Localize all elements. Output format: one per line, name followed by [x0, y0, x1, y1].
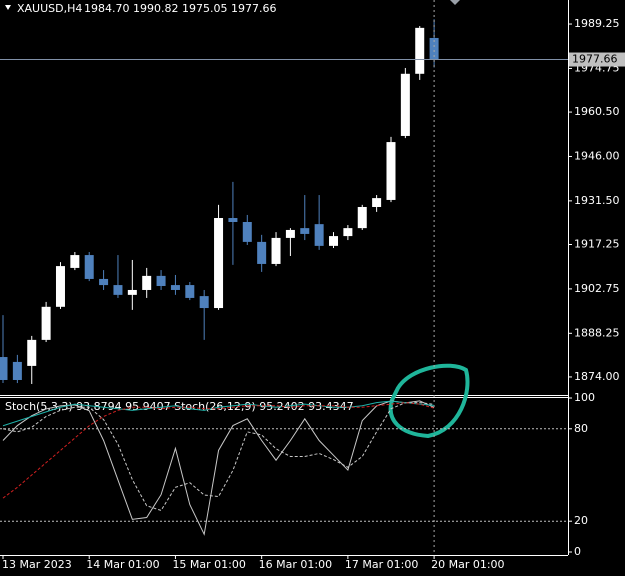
stoch-line [2, 400, 435, 536]
candle-body [271, 237, 281, 264]
candle-body [257, 241, 267, 264]
ohlc-label: 1984.70 1990.82 1975.05 1977.66 [84, 2, 276, 15]
candle-body [429, 37, 439, 60]
last-price-label: 1977.66 [572, 53, 618, 66]
freehand-annotation [388, 363, 470, 439]
x-tick-label: 13 Mar 2023 [2, 558, 72, 571]
y-tick-label: 20 [574, 514, 588, 527]
y-tick-label: 1946.00 [574, 149, 620, 162]
y-tick-label: 1888.25 [574, 326, 620, 339]
candle-body [415, 27, 425, 74]
candle-body [41, 306, 51, 340]
candle-body [300, 228, 310, 234]
candle-body [314, 224, 324, 246]
y-tick-label: 1989.25 [574, 17, 620, 30]
stoch-line [2, 400, 435, 427]
x-tick-label: 20 Mar 01:00 [431, 558, 504, 571]
candle-body [0, 357, 8, 380]
candle-body [400, 73, 410, 136]
candle-body [70, 255, 80, 268]
candle-body [127, 289, 137, 295]
x-tick-label: 15 Mar 01:00 [172, 558, 245, 571]
candle-body [84, 255, 94, 279]
y-tick-label: 1931.50 [574, 194, 620, 207]
y-tick-label: 0 [574, 545, 581, 558]
candle-body [185, 285, 195, 298]
candle-body [372, 198, 382, 207]
symbol-menu-icon[interactable] [5, 5, 11, 10]
y-tick-label: 100 [574, 391, 595, 404]
candle-body [142, 275, 152, 290]
candle-body [242, 221, 252, 242]
x-tick-label: 16 Mar 01:00 [259, 558, 332, 571]
candle-body [343, 228, 353, 237]
candle-body [55, 266, 65, 307]
y-tick-label: 1902.75 [574, 282, 620, 295]
candle-body [12, 361, 22, 380]
last-price-box [569, 52, 625, 67]
candle-body [285, 229, 295, 238]
x-tick-label: 14 Mar 01:00 [86, 558, 159, 571]
candle-body [214, 218, 224, 309]
y-tick-label: 1917.25 [574, 238, 620, 251]
candle-body [199, 296, 209, 309]
candle-body [170, 285, 180, 290]
candle-body [228, 218, 238, 222]
y-tick-label: 1960.50 [574, 105, 620, 118]
y-tick-label: 1874.00 [574, 370, 620, 383]
candle-body [113, 285, 123, 295]
candle-body [27, 339, 37, 366]
stoch-line [2, 402, 435, 499]
x-tick-label: 17 Mar 01:00 [345, 558, 418, 571]
symbol-label: XAUUSD,H4 [17, 2, 82, 15]
candle-body [329, 236, 339, 246]
candle-body [357, 206, 367, 229]
y-tick-label: 80 [574, 422, 588, 435]
shift-marker[interactable] [450, 0, 460, 5]
candle-body [99, 278, 109, 286]
candle-body [386, 142, 396, 200]
candle-body [156, 275, 166, 286]
